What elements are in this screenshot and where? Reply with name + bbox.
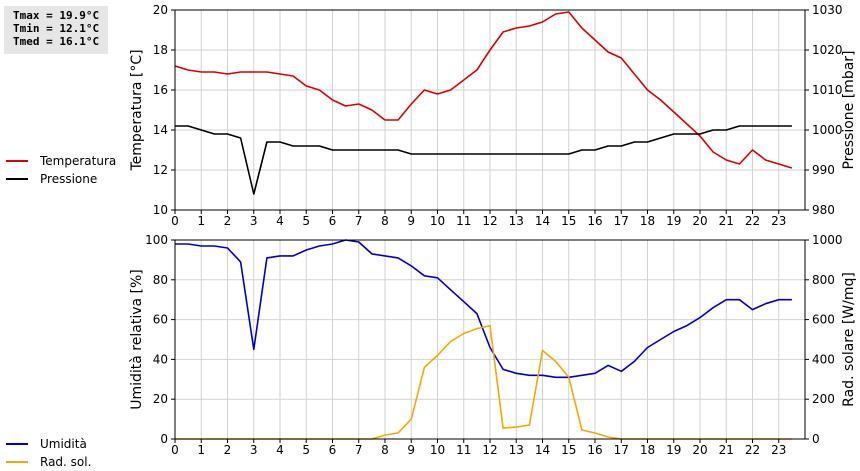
y-tick-label-right: 1010 (812, 83, 843, 97)
x-tick-label: 10 (430, 443, 445, 457)
x-tick-label: 8 (381, 443, 389, 457)
x-tick-label: 18 (640, 443, 655, 457)
y-tick-label-left: 16 (153, 83, 168, 97)
x-tick-label: 1 (197, 443, 205, 457)
x-tick-label: 17 (614, 214, 629, 228)
x-tick-label: 2 (224, 443, 232, 457)
x-tick-label: 0 (171, 214, 179, 228)
y-tick-label-right: 980 (812, 203, 835, 217)
y-tick-label-left: 14 (153, 123, 168, 137)
y-tick-label-left: 60 (153, 313, 168, 327)
x-tick-label: 16 (587, 443, 602, 457)
legend-item-pressione: Pressione (6, 170, 116, 188)
chart-1: 0 1 2 3 4 5 6 7 8 9 10 11 12 13 14 15 16 17 18 19 20 21 22 2310… (129, 3, 857, 228)
x-tick-label: 15 (561, 443, 576, 457)
legend-label-pressione: Pressione (40, 172, 98, 186)
series-line-temperatura (174, 11, 793, 169)
y-tick-label-right: 1000 (812, 123, 843, 137)
x-tick-label: 7 (355, 214, 363, 228)
x-tick-label: 16 (587, 214, 602, 228)
x-tick-label: 2 (224, 214, 232, 228)
x-tick-label: 11 (456, 443, 471, 457)
legend-item-umidita: Umidità (6, 435, 91, 453)
x-tick-label: 23 (771, 443, 786, 457)
tmed-text: Tmed = 16.1°C (13, 35, 100, 48)
y-tick-label-right: 200 (812, 392, 835, 406)
x-tick-label: 12 (482, 443, 497, 457)
x-tick-label: 4 (276, 443, 284, 457)
y-axis-label-right: Rad. solare [W/mq] (841, 272, 857, 407)
series-line-pressione (175, 125, 792, 195)
y-tick-label-right: 400 (812, 352, 835, 366)
legend-top-chart: Temperatura Pressione (6, 152, 116, 188)
x-tick-label: 5 (302, 214, 310, 228)
y-tick-label-right: 1020 (812, 43, 843, 57)
y-tick-label-left: 18 (153, 43, 168, 57)
y-tick-label-left: 80 (153, 273, 168, 287)
series-line-rad-sol (175, 324, 792, 440)
y-axis-label-right: Pressione [mbar] (841, 50, 857, 169)
chart-2: 0 1 2 3 4 5 6 7 8 9 10 11 12 13 14 15 16 17 18 19 20 21 22 2302… (129, 233, 857, 457)
x-tick-label: 1 (197, 214, 205, 228)
x-tick-label: 9 (407, 443, 415, 457)
x-tick-label: 13 (509, 443, 524, 457)
tmin-text: Tmin = 12.1°C (13, 22, 100, 35)
y-axis-label-left: Temperatura [°C] (129, 49, 145, 171)
x-tick-label: 22 (745, 443, 760, 457)
x-tick-label: 9 (407, 214, 415, 228)
x-tick-label: 20 (692, 443, 707, 457)
y-tick-label-right: 600 (812, 313, 835, 327)
x-tick-label: 5 (302, 443, 310, 457)
x-tick-label: 3 (250, 443, 258, 457)
legend-label-temperatura: Temperatura (40, 154, 117, 168)
y-tick-label-left: 20 (153, 392, 168, 406)
x-tick-label: 8 (381, 214, 389, 228)
x-tick-label: 6 (329, 214, 337, 228)
legend-label-umidita: Umidità (40, 437, 87, 451)
x-tick-label: 14 (535, 443, 550, 457)
x-tick-label: 14 (535, 214, 550, 228)
legend-swatch-umidita (6, 443, 28, 445)
y-tick-label-left: 0 (160, 432, 168, 446)
x-tick-label: 15 (561, 214, 576, 228)
x-tick-label: 4 (276, 214, 284, 228)
y-tick-label-right: 1030 (812, 3, 843, 17)
legend-item-temperatura: Temperatura (6, 152, 116, 170)
y-tick-label-right: 1000 (812, 233, 843, 247)
y-tick-label-left: 12 (153, 163, 168, 177)
y-tick-label-left: 10 (153, 203, 168, 217)
x-tick-label: 21 (719, 214, 734, 228)
x-tick-label: 0 (171, 443, 179, 457)
x-tick-label: 13 (509, 214, 524, 228)
x-tick-label: 12 (482, 214, 497, 228)
x-tick-label: 18 (640, 214, 655, 228)
y-tick-label-left: 40 (153, 352, 168, 366)
x-tick-label: 19 (666, 214, 681, 228)
legend-swatch-temperatura (6, 160, 28, 162)
x-tick-label: 10 (430, 214, 445, 228)
x-tick-label: 21 (719, 443, 734, 457)
y-tick-label-left: 20 (153, 3, 168, 17)
x-tick-label: 6 (329, 443, 337, 457)
legend-swatch-pressione (6, 178, 28, 180)
x-tick-label: 23 (771, 214, 786, 228)
x-tick-label: 7 (355, 443, 363, 457)
tmax-text: Tmax = 19.9°C (13, 9, 100, 22)
y-axis-label-left: Umidità relativa [%] (129, 269, 145, 410)
x-tick-label: 11 (456, 214, 471, 228)
x-tick-label: 19 (666, 443, 681, 457)
x-tick-label: 22 (745, 214, 760, 228)
x-tick-label: 3 (250, 214, 258, 228)
legend-swatch-rad-sol (6, 461, 28, 463)
x-tick-label: 20 (692, 214, 707, 228)
y-tick-label-right: 990 (812, 163, 835, 177)
y-tick-label-left: 100 (145, 233, 168, 247)
y-tick-label-right: 800 (812, 273, 835, 287)
y-tick-label-right: 0 (812, 432, 820, 446)
x-tick-label: 17 (614, 443, 629, 457)
stats-box: Tmax = 19.9°C Tmin = 12.1°C Tmed = 16.1°… (4, 6, 108, 54)
series-line-umidita (175, 239, 792, 379)
charts-canvas: 0 1 2 3 4 5 6 7 8 9 10 11 12 13 14 15 16 17 18 19 20 21 22 2310… (129, 3, 857, 457)
